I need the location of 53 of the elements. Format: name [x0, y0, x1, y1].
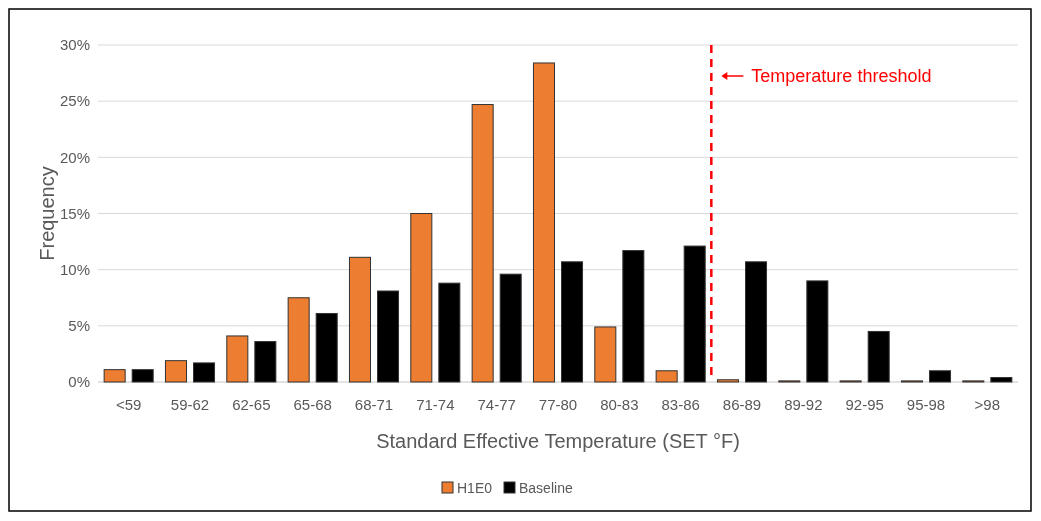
y-tick-label: 25% [59, 92, 90, 110]
bar [867, 330, 890, 383]
bar [499, 273, 522, 383]
bar [438, 282, 461, 383]
bar [594, 326, 617, 383]
x-tick-label: 89-92 [784, 396, 823, 413]
y-tick-label: 15% [59, 204, 90, 222]
legend-label: Baseline [519, 479, 573, 496]
x-tick-label: 77-80 [538, 396, 578, 413]
bar [929, 370, 952, 383]
bar [377, 290, 400, 383]
bar [471, 104, 494, 383]
x-tick-label: 74-77 [477, 396, 516, 413]
x-tick-label: 80-83 [600, 396, 639, 413]
bar [683, 245, 706, 383]
bar [410, 213, 433, 383]
legend-label: H1E0 [457, 479, 493, 496]
bar [287, 297, 310, 383]
annotation: Temperature threshold [751, 66, 932, 87]
bar [348, 256, 371, 383]
y-tick-label: 0% [68, 373, 90, 391]
bar [315, 312, 338, 383]
bar [745, 261, 768, 383]
bar [622, 250, 645, 383]
x-axis-title: Standard Effective Temperature (SET °F) [376, 430, 740, 452]
bar [254, 341, 277, 383]
bar [103, 369, 126, 383]
bar [655, 370, 678, 383]
x-tick-label: 83-86 [661, 396, 700, 413]
x-tick-label: 95-98 [906, 396, 946, 413]
x-tick-label: 71-74 [416, 396, 455, 413]
x-tick-label: 92-95 [845, 396, 884, 413]
bar [716, 379, 739, 383]
y-axis-title: Frequency [36, 166, 58, 261]
bar [164, 360, 187, 383]
x-tick-label: 65-68 [293, 396, 332, 413]
bar [561, 261, 584, 383]
x-tick-label: 59-62 [170, 396, 210, 413]
x-tick-label: 86-89 [722, 396, 762, 413]
y-tick-label: 5% [68, 317, 90, 335]
x-tick-label: 68-71 [354, 396, 394, 413]
bar [226, 335, 249, 383]
bar [131, 369, 154, 383]
y-tick-label: 20% [59, 148, 90, 166]
x-tick-label: 62-65 [232, 396, 271, 413]
x-tick-label: >98 [974, 396, 1001, 413]
bar [193, 362, 216, 383]
y-tick-label: 10% [59, 260, 90, 278]
x-tick-label: <59 [115, 396, 142, 413]
bar [806, 280, 829, 383]
bar [990, 377, 1013, 383]
bar [532, 62, 555, 383]
y-tick-label: 30% [59, 36, 90, 54]
